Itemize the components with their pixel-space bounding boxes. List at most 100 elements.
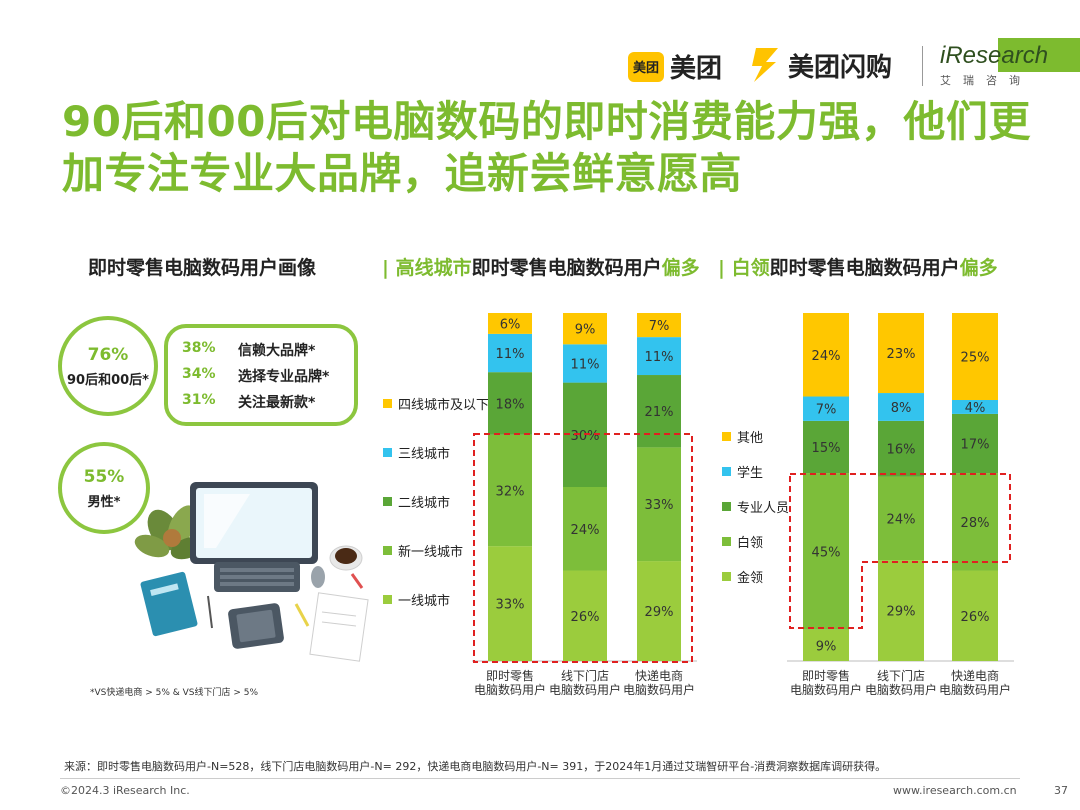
data-label: 26% [571,610,600,625]
pref-value: 31% [182,392,216,408]
sec-mid-prefix: | [382,257,396,279]
plant-icon [134,505,206,560]
section-title-city: | 高线城市即时零售电脑数码用户偏多 [382,253,700,280]
pref-label: 关注最新款* [238,395,316,411]
sec-right-green2: 偏多 [959,257,998,279]
legend-swatch [383,497,392,506]
bar-segment [952,413,998,474]
legend-swatch [722,467,731,476]
data-label: 33% [496,598,525,613]
notebook-icon [140,571,198,637]
data-label: 11% [645,350,674,365]
pencil-icon [294,603,310,627]
desk-illustration [134,482,369,662]
data-label: 8% [891,401,912,416]
bar-segment [952,473,998,571]
category-label: 电脑数码用户 [939,682,1011,697]
sec-right-black: 即时零售电脑数码用户 [769,257,960,279]
category-label: 电脑数码用户 [549,682,621,697]
pen-icon [207,595,213,629]
tablet-icon [228,603,284,649]
sec-mid-black: 即时零售电脑数码用户 [471,257,662,279]
data-label: 24% [887,512,916,527]
coffee-cup-icon [329,545,363,571]
legend-label: 四线城市及以下 [398,398,490,413]
iresearch-text: iResearch [940,42,1049,69]
legend-swatch [722,537,731,546]
data-label: 24% [812,349,841,364]
sec-mid-green2: 偏多 [661,257,700,279]
data-label: 33% [645,498,674,513]
marker-icon [350,573,364,589]
sec-right-green1: 白领 [731,257,770,279]
legend-item: 学生 [722,462,763,481]
data-label: 16% [887,443,916,458]
highlight-box-city [473,433,693,663]
iresearch-logo: iResearch 艾瑞咨询 [940,38,1080,88]
legend-label: 二线城市 [398,496,451,511]
legend-label: 金领 [737,571,764,586]
meituan-logo: 美团 美团 [628,48,722,85]
data-label: 30% [571,429,600,444]
gender-badge: 55% 男性* [58,442,150,534]
data-label: 6% [500,317,521,332]
bar-segment [488,434,532,547]
legend-swatch [722,502,731,511]
data-label: 26% [961,610,990,625]
bar-segment [637,447,681,562]
bar-segment [952,570,998,661]
legend-label: 新一线城市 [398,545,464,560]
footer-divider [60,778,1020,779]
bar-segment [563,487,607,571]
occupation-legend: 其他学生专业人员白领金领 [722,427,802,587]
category-label: 即时零售 [802,668,850,683]
bar-segment [803,313,849,397]
pref-row: 34% 选择专业品牌* [182,366,354,386]
age-badge: 76% 90后和00后* [58,316,158,416]
meituan-shangou-logo: 美团闪购 [748,46,892,84]
bar-segment [878,420,924,477]
data-label: 45% [812,545,841,560]
data-label: 25% [961,351,990,366]
bar-segment [637,337,681,376]
data-label: 29% [645,605,674,620]
category-label: 电脑数码用户 [623,682,695,697]
data-label: 29% [887,605,916,620]
gender-label: 男性* [87,494,121,510]
data-label: 15% [812,441,841,456]
section-title-profile: 即时零售电脑数码用户画像 [88,257,317,279]
sec-right-prefix: | [718,257,732,279]
legend-label: 白领 [737,536,764,551]
pref-label: 信赖大品牌* [238,343,316,359]
iresearch-subtitle: 艾瑞咨询 [940,74,1032,87]
pref-label: 选择专业品牌* [238,369,330,385]
city-chart: 33% 32% 18% 11% 6% 即时零售电脑数码用户 26% 24% 30% 11% 9% 线下… [472,313,697,697]
bar-segment [488,333,532,373]
bar-segment [637,561,681,661]
copyright: ©2024.3 iResearch Inc. [60,784,190,797]
legend-label: 其他 [737,431,764,446]
legend-item: 金领 [722,567,763,586]
bar-segment [488,313,532,334]
age-label: 90后和00后* [67,372,149,388]
bar-segment [488,546,532,661]
pref-row: 38% 信赖大品牌* [182,340,354,360]
legend-label: 专业人员 [737,501,790,516]
category-label: 快递电商 [635,668,683,683]
legend-item: 其他 [722,427,763,446]
legend-item: 二线城市 [383,492,450,511]
legend-item: 新一线城市 [383,541,463,560]
data-label: 17% [961,438,990,453]
category-label: 即时零售 [486,668,534,683]
bar-segment [952,313,998,400]
legend-label: 一线城市 [398,594,451,609]
category-label: 电脑数码用户 [474,682,546,697]
data-label: 28% [961,516,990,531]
legend-item: 三线城市 [383,443,450,462]
monitor-icon [190,482,318,578]
data-label: 23% [887,347,916,362]
category-label: 电脑数码用户 [790,682,862,697]
legend-label: 学生 [737,466,764,481]
section-title-occupation: | 白领即时零售电脑数码用户偏多 [718,253,998,280]
